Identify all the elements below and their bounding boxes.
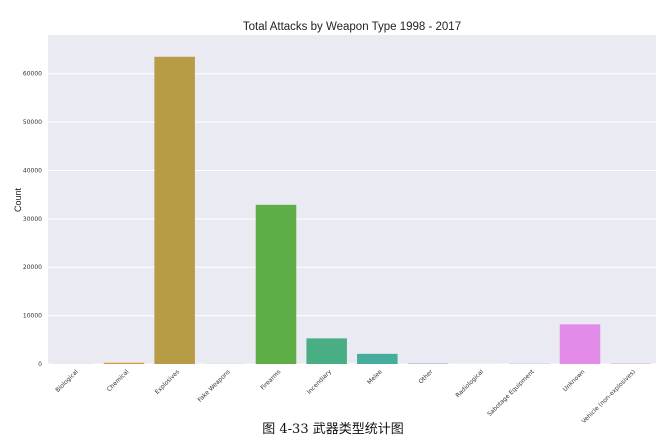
x-axis-ticks: Biological Chemical Explosives Fake Weapons… <box>54 368 637 425</box>
grid-lines <box>48 73 656 365</box>
bar-unknown <box>559 324 601 364</box>
y-axis-ticks: 0 10000 20000 30000 40000 50000 60000 <box>23 71 42 368</box>
y-tick-label: 10000 <box>23 313 42 320</box>
x-tick-label: Unknown <box>562 368 587 393</box>
x-tick-label: Sabotage Equipment <box>486 368 536 418</box>
figure-caption: 图 4-33 武器类型统计图 <box>262 422 403 437</box>
x-tick-label: Chemical <box>106 368 131 393</box>
x-tick-label: Fake Weapons <box>197 368 232 403</box>
x-tick-label: Vehicle (non-explosives) <box>581 368 638 425</box>
y-tick-label: 0 <box>38 361 42 368</box>
bar-firearms <box>255 204 297 364</box>
y-tick-label: 30000 <box>23 216 42 223</box>
y-tick-label: 50000 <box>23 119 42 126</box>
x-tick-label: Explosives <box>154 368 181 395</box>
x-tick-label: Melee <box>366 368 384 386</box>
x-tick-label: Radiological <box>454 368 485 399</box>
x-tick-label: Biological <box>54 368 80 394</box>
y-tick-label: 20000 <box>23 264 42 271</box>
x-tick-label: Incendiary <box>306 368 334 396</box>
x-tick-label: Firearms <box>259 368 282 391</box>
bar-explosives <box>154 56 195 364</box>
y-tick-label: 40000 <box>23 167 42 174</box>
bars <box>53 56 651 364</box>
plot-background <box>48 35 656 364</box>
x-tick-label: Other <box>417 368 434 385</box>
chart-title: Total Attacks by Weapon Type 1998 - 2017 <box>243 21 461 33</box>
bar-chemical <box>103 362 145 364</box>
bar-incendiary <box>306 338 347 364</box>
y-tick-label: 60000 <box>23 71 42 78</box>
y-axis-label: Count <box>13 188 23 213</box>
bar-melee <box>357 353 398 364</box>
